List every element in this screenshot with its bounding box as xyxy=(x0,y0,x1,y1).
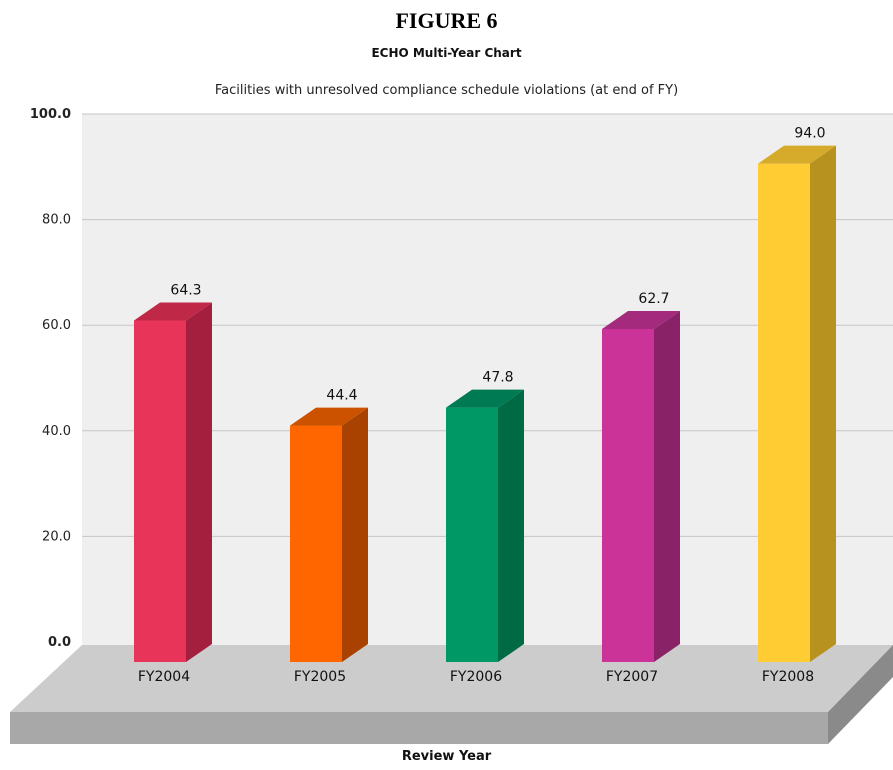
y-tick-label: 0.0 xyxy=(48,635,71,650)
chart-floor-side xyxy=(828,645,893,744)
bar-top xyxy=(758,145,836,164)
bar-side xyxy=(498,389,524,662)
y-tick-label: 20.0 xyxy=(42,529,71,544)
bar xyxy=(446,389,524,662)
bar-front xyxy=(758,163,810,662)
bar-side xyxy=(342,407,368,662)
x-tick-label: FY2007 xyxy=(606,669,658,685)
y-tick-label: 40.0 xyxy=(42,424,71,439)
figure-label: FIGURE 6 xyxy=(395,8,498,33)
data-label: 62.7 xyxy=(638,291,669,307)
y-tick-label: 100.0 xyxy=(30,107,71,122)
x-axis-title: Review Year xyxy=(401,749,492,764)
y-tick-label: 80.0 xyxy=(42,213,71,228)
x-tick-label: FY2006 xyxy=(450,669,502,685)
bar xyxy=(758,145,836,662)
bar-top xyxy=(446,389,524,408)
bar-side xyxy=(654,310,680,662)
bar xyxy=(134,302,212,662)
bar-top xyxy=(602,310,680,329)
data-label: 64.3 xyxy=(170,282,201,298)
bar-front xyxy=(446,407,498,662)
data-label: 44.4 xyxy=(326,388,357,404)
data-label: 47.8 xyxy=(482,370,513,386)
x-tick-label: FY2008 xyxy=(762,669,814,685)
bar-top xyxy=(290,407,368,426)
bar-side xyxy=(186,302,212,662)
bar-side xyxy=(810,145,836,662)
bar-front xyxy=(290,425,342,662)
chart-title: ECHO Multi-Year Chart xyxy=(371,46,522,60)
x-tick-label: FY2005 xyxy=(294,669,346,685)
chart-floor-front xyxy=(10,712,828,744)
bar xyxy=(602,310,680,662)
x-tick-label: FY2004 xyxy=(138,669,190,685)
chart-floor-top xyxy=(10,645,893,712)
bar-top xyxy=(134,302,212,321)
data-label: 94.0 xyxy=(794,126,825,142)
bar-front xyxy=(134,320,186,662)
y-tick-label: 60.0 xyxy=(42,318,71,333)
bar-front xyxy=(602,328,654,662)
bar xyxy=(290,407,368,662)
chart-subtitle: Facilities with unresolved compliance sc… xyxy=(214,83,679,98)
